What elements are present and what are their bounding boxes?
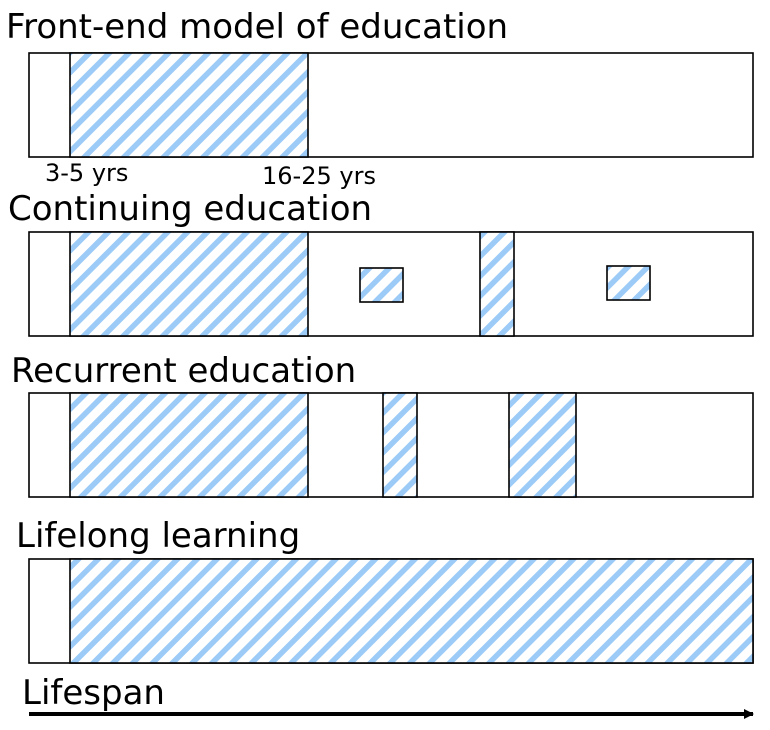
row-recurrent-education: Recurrent education [11,351,754,498]
label-start-age: 3-5 yrs [45,159,128,187]
lifespan-axis: Lifespan [22,673,754,719]
row-title-lifelong: Lifelong learning [16,516,300,556]
row-front-end-model: Front-end model of education 3-5 yrs 16-… [6,7,754,190]
row-continuing-education: Continuing education [8,189,754,337]
education-block-short-course [359,267,404,303]
education-block-recurrent [508,392,577,498]
education-block-initial [69,392,309,498]
education-block-lifelong [69,558,754,664]
education-block-short-course [606,265,651,301]
education-block-initial [69,231,309,337]
label-end-age: 16-25 yrs [262,162,376,190]
row-lifelong-learning: Lifelong learning [16,516,754,664]
row-title-front-end: Front-end model of education [6,7,508,47]
education-block-full [479,231,515,337]
education-block-initial [69,52,309,158]
education-block-recurrent [382,392,418,498]
row-title-recurrent: Recurrent education [11,351,356,391]
axis-label-lifespan: Lifespan [22,673,165,713]
row-title-continuing: Continuing education [8,189,372,229]
